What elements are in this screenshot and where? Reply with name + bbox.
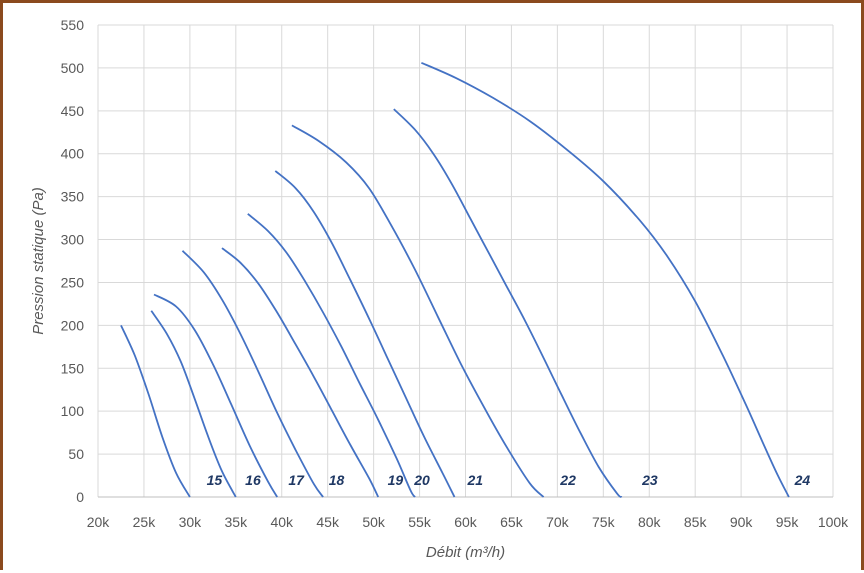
y-tick-label: 550 [61, 17, 85, 33]
series-label-23: 23 [641, 472, 658, 488]
series-label-15: 15 [207, 472, 223, 488]
y-tick-label: 300 [61, 232, 85, 248]
series-line-17 [153, 293, 278, 498]
x-tick-label: 25k [133, 514, 157, 530]
y-tick-label: 500 [61, 60, 85, 76]
series-line-23 [393, 108, 623, 498]
y-tick-label: 450 [61, 103, 85, 119]
series-label-19: 19 [388, 472, 404, 488]
x-tick-label: 40k [270, 514, 294, 530]
series-line-24 [421, 61, 790, 498]
x-tick-label: 60k [454, 514, 478, 530]
series-line-22 [291, 124, 545, 498]
x-tick-label: 65k [500, 514, 524, 530]
series-label-24: 24 [794, 472, 811, 488]
series-line-20 [247, 213, 416, 498]
x-axis-title: Débit (m³/h) [426, 544, 505, 561]
series-label-18: 18 [329, 472, 345, 488]
series-line-18 [181, 250, 324, 498]
x-tick-label: 80k [638, 514, 662, 530]
x-tick-label: 70k [546, 514, 570, 530]
y-tick-label: 0 [76, 489, 84, 505]
series-label-22: 22 [559, 472, 576, 488]
x-tick-label: 100k [818, 514, 849, 530]
y-tick-label: 200 [61, 317, 85, 333]
series-label-20: 20 [413, 472, 430, 488]
series-label-17: 17 [288, 472, 305, 488]
x-tick-label: 90k [730, 514, 754, 530]
series-line-16 [150, 310, 237, 498]
series-label-16: 16 [245, 472, 261, 488]
series-line-15 [120, 325, 191, 498]
y-tick-label: 350 [61, 189, 85, 205]
y-tick-label: 100 [61, 403, 85, 419]
x-tick-label: 50k [362, 514, 386, 530]
y-axis-title: Pression statique (Pa) [30, 187, 47, 335]
x-tick-label: 30k [179, 514, 203, 530]
series-line-19 [221, 247, 380, 498]
y-tick-label: 400 [61, 146, 85, 162]
x-tick-label: 95k [776, 514, 800, 530]
x-tick-label: 20k [87, 514, 111, 530]
chart-svg: 0 50 100 150 200 250 300 350 400 450 500 550 20k 25k 3… [30, 17, 849, 561]
x-tick-label: 45k [316, 514, 340, 530]
x-tick-label: 35k [225, 514, 249, 530]
y-tick-label: 50 [68, 446, 84, 462]
y-tick-label: 150 [61, 360, 85, 376]
series-label-21: 21 [467, 472, 484, 488]
y-tick-label: 250 [61, 274, 85, 290]
x-tick-label: 55k [408, 514, 432, 530]
x-tick-label: 75k [592, 514, 616, 530]
x-tick-label: 85k [684, 514, 708, 530]
series-line-21 [274, 170, 456, 498]
